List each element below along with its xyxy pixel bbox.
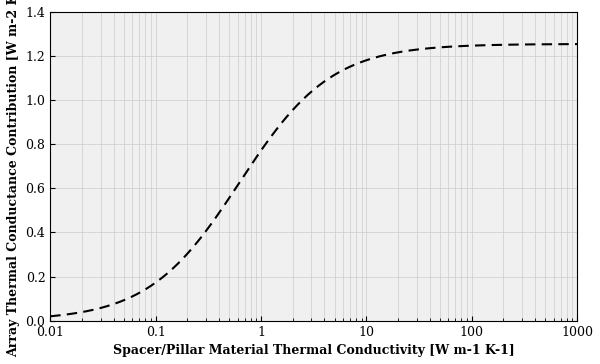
Y-axis label: Array Thermal Conductance Contribution [W m-2 K-1]: Array Thermal Conductance Contribution […	[7, 0, 20, 357]
X-axis label: Spacer/Pillar Material Thermal Conductivity [W m-1 K-1]: Spacer/Pillar Material Thermal Conductiv…	[113, 344, 515, 357]
